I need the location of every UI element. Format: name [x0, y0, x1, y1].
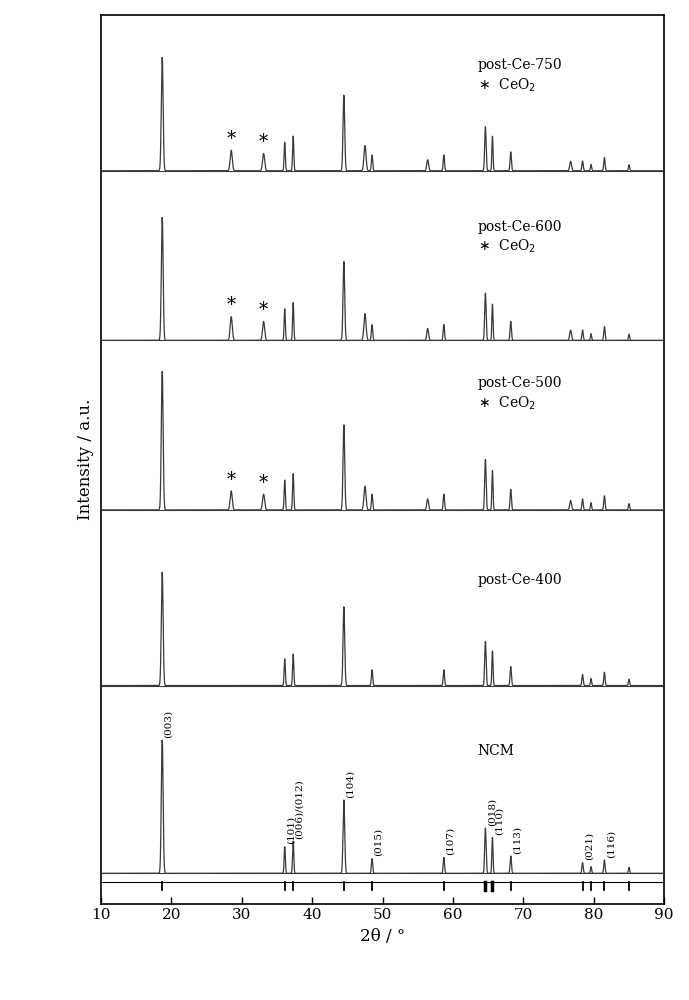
Text: *: *: [259, 474, 268, 492]
Text: (018): (018): [487, 797, 496, 826]
Text: (006)/(012): (006)/(012): [295, 779, 304, 839]
Text: $\ast$  CeO$_2$: $\ast$ CeO$_2$: [477, 76, 535, 94]
Text: *: *: [227, 296, 236, 314]
Text: $\ast$  CeO$_2$: $\ast$ CeO$_2$: [477, 394, 535, 412]
Text: (101): (101): [287, 816, 296, 844]
Text: (110): (110): [494, 807, 503, 835]
Text: post-Ce-750: post-Ce-750: [477, 58, 562, 72]
Text: (015): (015): [374, 828, 383, 856]
Text: *: *: [227, 471, 236, 489]
Text: (021): (021): [584, 832, 593, 860]
Text: (104): (104): [346, 769, 355, 798]
Text: (116): (116): [606, 829, 615, 858]
Text: *: *: [259, 133, 268, 151]
Text: post-Ce-500: post-Ce-500: [477, 376, 562, 390]
Text: *: *: [259, 301, 268, 319]
Text: NCM: NCM: [477, 744, 515, 758]
Text: post-Ce-600: post-Ce-600: [477, 220, 562, 234]
Text: (003): (003): [164, 710, 173, 738]
Text: $\ast$  CeO$_2$: $\ast$ CeO$_2$: [477, 238, 535, 255]
X-axis label: 2θ / °: 2θ / °: [360, 928, 405, 945]
Y-axis label: Intensity / a.u.: Intensity / a.u.: [77, 399, 94, 520]
Text: (113): (113): [513, 825, 522, 854]
Text: (107): (107): [446, 827, 455, 855]
Text: post-Ce-400: post-Ce-400: [477, 573, 562, 587]
Text: *: *: [227, 130, 236, 148]
